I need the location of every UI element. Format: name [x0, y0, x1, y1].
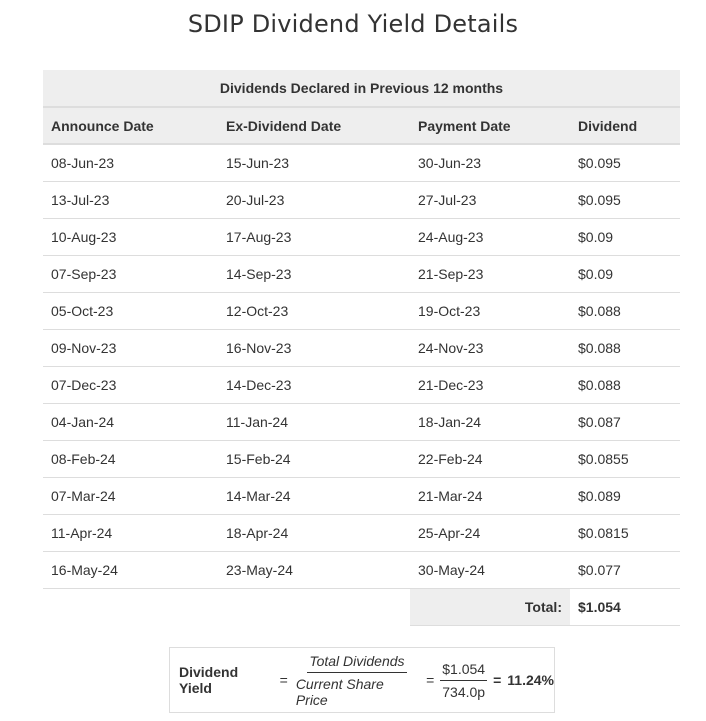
table-row: 08-Jun-23 15-Jun-23 30-Jun-23 $0.095: [43, 144, 680, 182]
cell-payment-date: 24-Aug-23: [410, 218, 570, 256]
table-caption: Dividends Declared in Previous 12 months: [43, 70, 680, 108]
table-row: 05-Oct-23 12-Oct-23 19-Oct-23 $0.088: [43, 292, 680, 330]
cell-payment-date: 30-Jun-23: [410, 144, 570, 182]
cell-announce-date: 07-Mar-24: [43, 477, 218, 515]
cell-payment-date: 19-Oct-23: [410, 292, 570, 330]
cell-announce-date: 04-Jan-24: [43, 403, 218, 441]
cell-announce-date: 09-Nov-23: [43, 329, 218, 367]
cell-ex-dividend-date: 14-Sep-23: [218, 255, 410, 293]
table-row: 16-May-24 23-May-24 30-May-24 $0.077: [43, 551, 680, 589]
total-spacer: [43, 588, 410, 625]
cell-dividend: $0.095: [570, 144, 680, 182]
equals-sign: =: [493, 672, 502, 688]
table-caption-row: Dividends Declared in Previous 12 months: [43, 70, 680, 108]
cell-ex-dividend-date: 18-Apr-24: [218, 514, 410, 552]
cell-payment-date: 22-Feb-24: [410, 440, 570, 478]
value-numerator: $1.054: [440, 661, 488, 681]
cell-announce-date: 08-Jun-23: [43, 144, 218, 182]
cell-announce-date: 07-Dec-23: [43, 366, 218, 404]
cell-announce-date: 16-May-24: [43, 551, 218, 589]
table-row: 08-Feb-24 15-Feb-24 22-Feb-24 $0.0855: [43, 440, 680, 478]
formula-numerator: Total Dividends: [307, 653, 407, 673]
total-label: Total:: [410, 588, 570, 626]
header-announce-date: Announce Date: [43, 107, 218, 145]
page-title: SDIP Dividend Yield Details: [187, 10, 519, 38]
cell-dividend: $0.09: [570, 255, 680, 293]
cell-announce-date: 10-Aug-23: [43, 218, 218, 256]
cell-ex-dividend-date: 15-Jun-23: [218, 144, 410, 182]
table-row: 04-Jan-24 11-Jan-24 18-Jan-24 $0.087: [43, 403, 680, 441]
dividends-table-container: Dividends Declared in Previous 12 months…: [43, 70, 680, 626]
cell-announce-date: 05-Oct-23: [43, 292, 218, 330]
cell-ex-dividend-date: 12-Oct-23: [218, 292, 410, 330]
dividend-yield-formula: Dividend Yield = Total Dividends Current…: [169, 647, 555, 713]
dividends-table: Dividends Declared in Previous 12 months…: [43, 70, 680, 626]
cell-dividend: $0.088: [570, 329, 680, 367]
cell-dividend: $0.088: [570, 366, 680, 404]
cell-dividend: $0.077: [570, 551, 680, 589]
formula-fraction: Total Dividends Current Share Price: [294, 653, 420, 708]
cell-announce-date: 07-Sep-23: [43, 255, 218, 293]
total-value: $1.054: [570, 588, 680, 626]
cell-payment-date: 25-Apr-24: [410, 514, 570, 552]
table-row: 09-Nov-23 16-Nov-23 24-Nov-23 $0.088: [43, 329, 680, 367]
cell-ex-dividend-date: 14-Dec-23: [218, 366, 410, 404]
table-row: 13-Jul-23 20-Jul-23 27-Jul-23 $0.095: [43, 181, 680, 219]
formula-denominator: Current Share Price: [295, 675, 384, 708]
equals-sign: =: [279, 672, 288, 688]
cell-dividend: $0.0815: [570, 514, 680, 552]
cell-announce-date: 13-Jul-23: [43, 181, 218, 219]
yield-label: Dividend Yield: [179, 664, 239, 696]
table-row: 11-Apr-24 18-Apr-24 25-Apr-24 $0.0815: [43, 514, 680, 552]
cell-ex-dividend-date: 23-May-24: [218, 551, 410, 589]
yield-result: 11.24%: [507, 672, 554, 688]
cell-announce-date: 08-Feb-24: [43, 440, 218, 478]
cell-announce-date: 11-Apr-24: [43, 514, 218, 552]
header-payment-date: Payment Date: [410, 107, 570, 145]
cell-payment-date: 21-Sep-23: [410, 255, 570, 293]
cell-payment-date: 21-Mar-24: [410, 477, 570, 515]
cell-payment-date: 18-Jan-24: [410, 403, 570, 441]
cell-dividend: $0.088: [570, 292, 680, 330]
table-body: 08-Jun-23 15-Jun-23 30-Jun-23 $0.095 13-Jul-…: [43, 144, 680, 589]
table-row: 07-Mar-24 14-Mar-24 21-Mar-24 $0.089: [43, 477, 680, 515]
cell-dividend: $0.095: [570, 181, 680, 219]
value-fraction: $1.054 734.0p: [440, 661, 488, 700]
cell-ex-dividend-date: 20-Jul-23: [218, 181, 410, 219]
value-denominator: 734.0p: [442, 683, 486, 700]
cell-ex-dividend-date: 11-Jan-24: [218, 403, 410, 441]
table-row: 07-Dec-23 14-Dec-23 21-Dec-23 $0.088: [43, 366, 680, 404]
table-row: 07-Sep-23 14-Sep-23 21-Sep-23 $0.09: [43, 255, 680, 293]
cell-dividend: $0.087: [570, 403, 680, 441]
cell-dividend: $0.09: [570, 218, 680, 256]
cell-payment-date: 27-Jul-23: [410, 181, 570, 219]
cell-payment-date: 30-May-24: [410, 551, 570, 589]
header-dividend: Dividend: [570, 107, 680, 145]
table-row: 10-Aug-23 17-Aug-23 24-Aug-23 $0.09: [43, 218, 680, 256]
total-row: Total: $1.054: [43, 588, 680, 626]
cell-payment-date: 24-Nov-23: [410, 329, 570, 367]
cell-payment-date: 21-Dec-23: [410, 366, 570, 404]
equals-sign: =: [426, 672, 435, 688]
cell-ex-dividend-date: 17-Aug-23: [218, 218, 410, 256]
header-ex-dividend-date: Ex-Dividend Date: [218, 107, 410, 145]
cell-dividend: $0.0855: [570, 440, 680, 478]
cell-ex-dividend-date: 16-Nov-23: [218, 329, 410, 367]
table-header-row: Announce Date Ex-Dividend Date Payment D…: [43, 107, 680, 145]
cell-dividend: $0.089: [570, 477, 680, 515]
cell-ex-dividend-date: 14-Mar-24: [218, 477, 410, 515]
cell-ex-dividend-date: 15-Feb-24: [218, 440, 410, 478]
